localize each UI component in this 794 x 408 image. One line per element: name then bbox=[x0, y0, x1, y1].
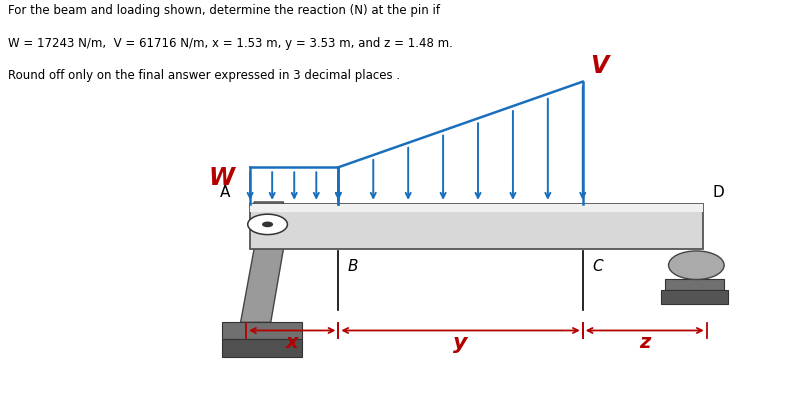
Text: A: A bbox=[220, 185, 230, 200]
Circle shape bbox=[669, 251, 724, 279]
Text: W: W bbox=[208, 166, 234, 190]
Polygon shape bbox=[665, 279, 724, 290]
Text: W = 17243 N/m,  V = 61716 N/m, x = 1.53 m, y = 3.53 m, and z = 1.48 m.: W = 17243 N/m, V = 61716 N/m, x = 1.53 m… bbox=[8, 37, 453, 50]
Text: For the beam and loading shown, determine the reaction (N) at the pin if: For the beam and loading shown, determin… bbox=[8, 4, 440, 17]
Circle shape bbox=[262, 222, 273, 227]
Text: y: y bbox=[453, 333, 468, 353]
Polygon shape bbox=[250, 204, 703, 249]
Polygon shape bbox=[222, 339, 302, 357]
Polygon shape bbox=[250, 204, 703, 212]
Text: V: V bbox=[591, 53, 609, 78]
Polygon shape bbox=[222, 322, 302, 339]
Text: Round off only on the final answer expressed in 3 decimal places .: Round off only on the final answer expre… bbox=[8, 69, 400, 82]
Text: z: z bbox=[639, 333, 650, 352]
Circle shape bbox=[248, 214, 287, 235]
Polygon shape bbox=[241, 202, 283, 322]
Text: x: x bbox=[286, 333, 299, 352]
Text: B: B bbox=[348, 259, 358, 274]
Polygon shape bbox=[661, 290, 728, 304]
Text: D: D bbox=[712, 185, 724, 200]
Text: C: C bbox=[592, 259, 603, 274]
